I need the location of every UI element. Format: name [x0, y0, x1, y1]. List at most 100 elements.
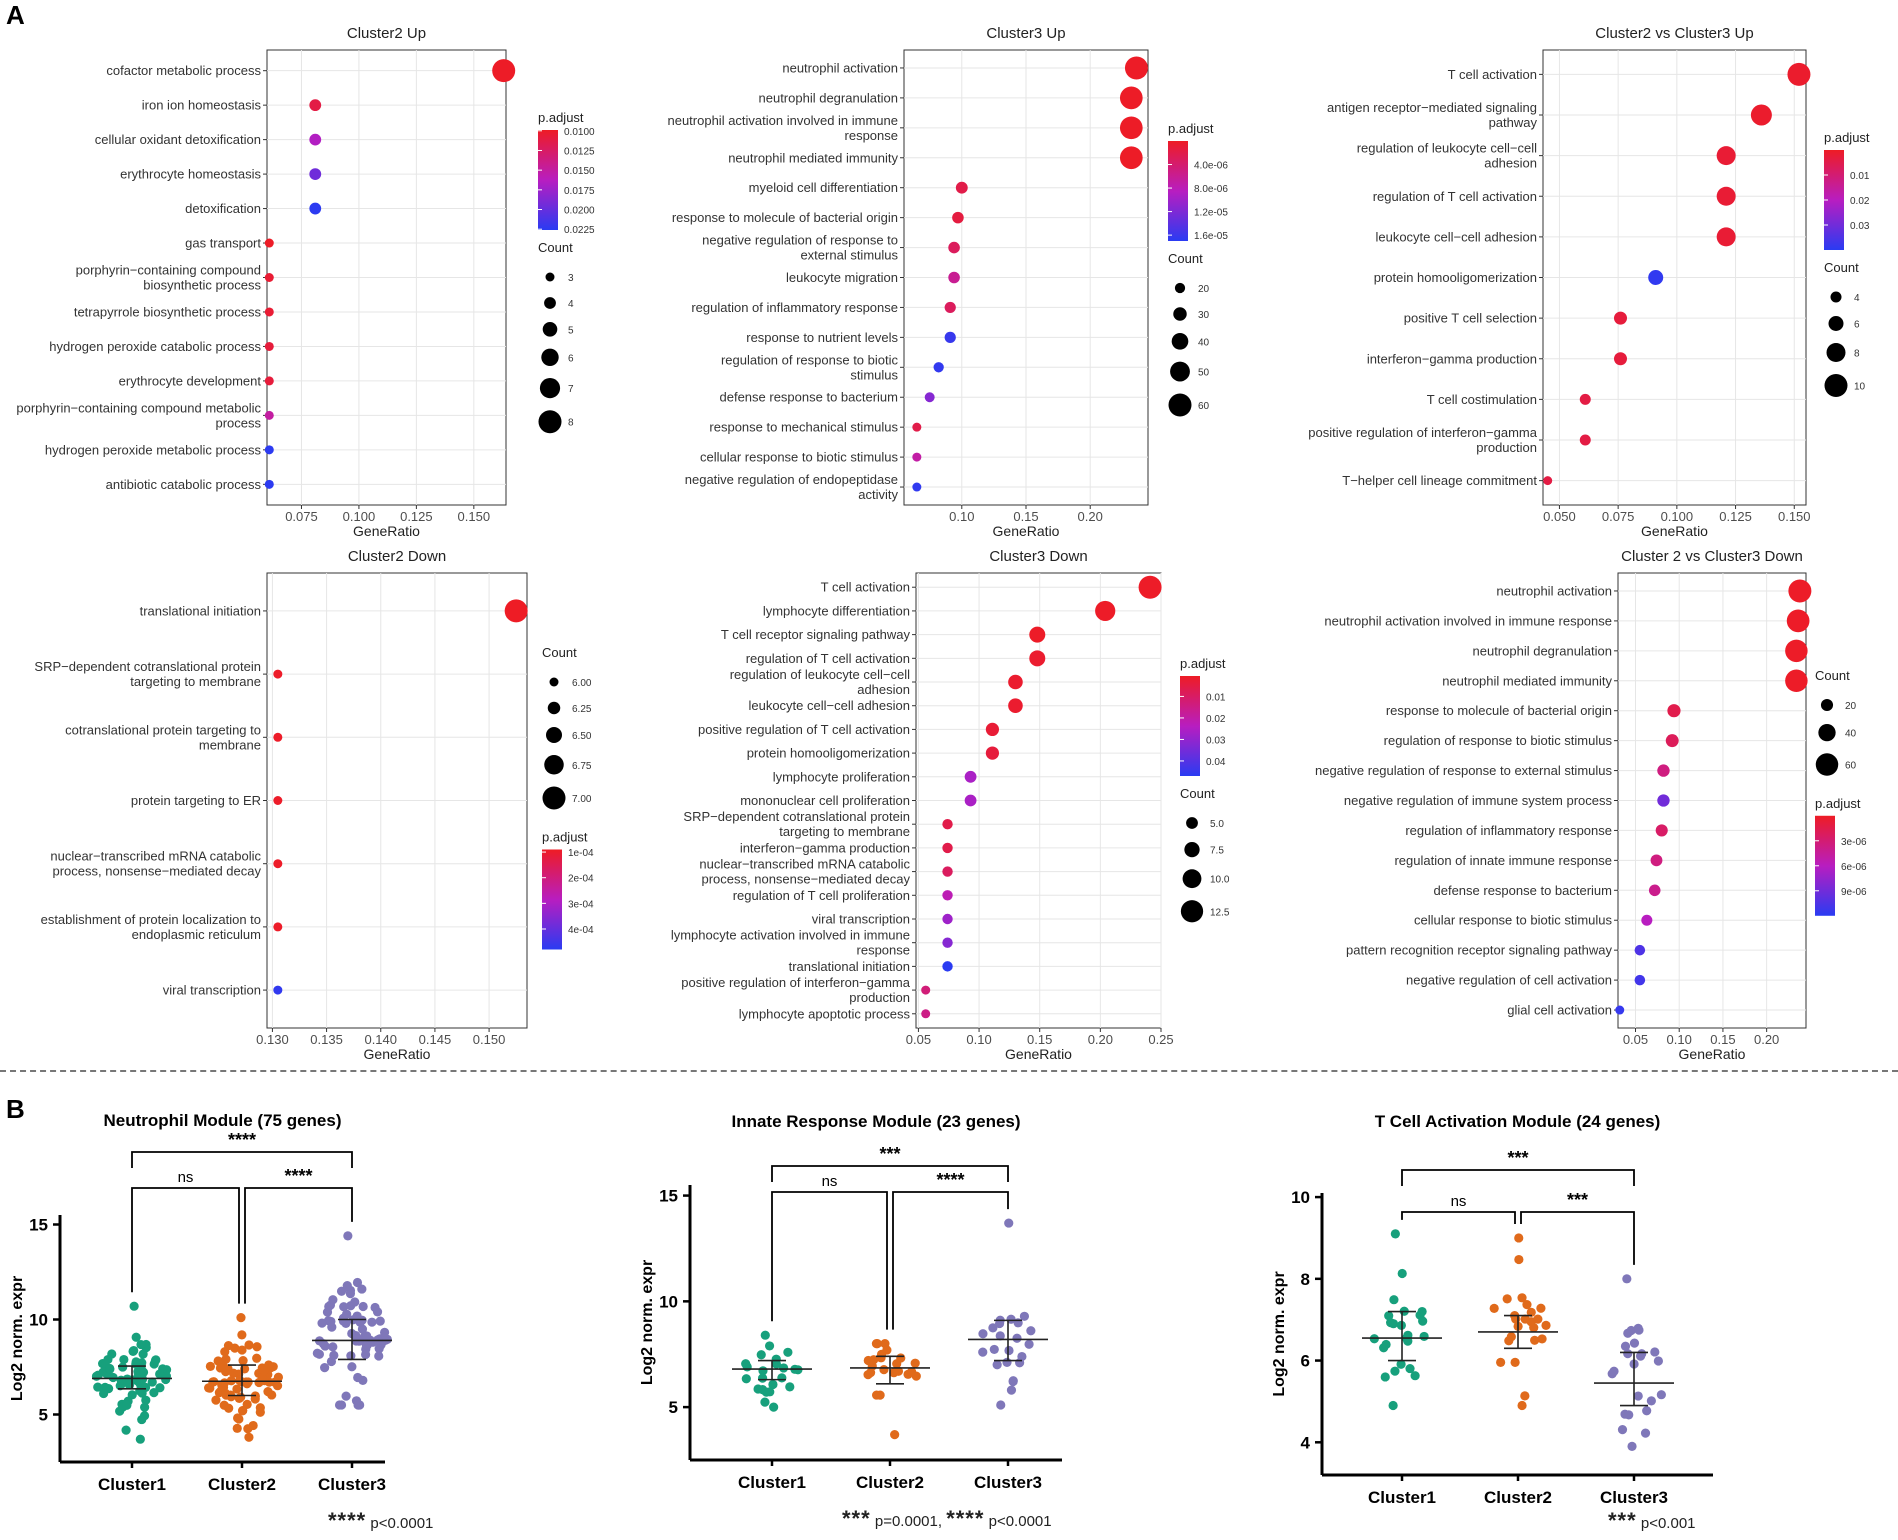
count-legend-label: 3: [568, 273, 574, 284]
dot-point: [1665, 734, 1679, 748]
data-point: [785, 1382, 795, 1392]
term-label: translational initiation: [140, 603, 261, 618]
term-label-line: targeting to membrane: [779, 824, 910, 839]
term-label-line: lymphocyte differentiation: [763, 603, 910, 618]
term-label-line: regulation of T cell proliferation: [733, 888, 910, 903]
term-label: response to nutrient levels: [746, 330, 898, 345]
term-label: regulation of response to biotic stimulu…: [1384, 733, 1613, 748]
dot-point: [1716, 146, 1736, 166]
data-point: [1533, 1314, 1543, 1324]
data-point: [105, 1363, 115, 1374]
data-point: [1386, 1318, 1396, 1328]
y-axis-title: Log2 norm. expr: [1271, 1271, 1288, 1396]
data-point: [1522, 1300, 1532, 1310]
data-point: [380, 1327, 390, 1337]
p-colorbar-label: 0.0225: [564, 225, 595, 236]
data-point: [215, 1363, 226, 1373]
term-label-line: response: [857, 943, 910, 958]
count-legend-title: Count: [1180, 786, 1215, 801]
data-point: [119, 1354, 129, 1365]
data-point: [342, 1309, 352, 1319]
data-point: [1541, 1320, 1551, 1330]
p-colorbar-label: 0.02: [1206, 714, 1226, 725]
count-legend-dot: [1184, 842, 1200, 858]
p-colorbar: [1815, 815, 1835, 916]
term-label-line: response: [845, 128, 898, 143]
data-point: [327, 1322, 337, 1332]
count-legend-dot: [1186, 817, 1198, 829]
term-label: leukocyte cell−cell adhesion: [1375, 229, 1537, 244]
data-point: [351, 1331, 361, 1341]
term-label-line: regulation of T cell activation: [1373, 189, 1537, 204]
data-point: [317, 1318, 327, 1328]
p-legend-title: p.adjust: [1815, 796, 1861, 811]
significance-bracket: [1401, 1211, 1516, 1224]
dot-point: [1650, 854, 1663, 867]
significance-bracket: [1520, 1211, 1635, 1265]
data-point: [1384, 1311, 1394, 1321]
term-label-line: antigen receptor−mediated signaling: [1327, 100, 1537, 115]
term-label: positive regulation of interferon−gamma p…: [681, 975, 910, 1005]
data-point: [1390, 1366, 1400, 1376]
term-label-line: iron ion homeostasis: [142, 98, 262, 113]
count-legend-dot: [1826, 343, 1846, 362]
p-legend-title: p.adjust: [538, 110, 584, 125]
data-point: [1004, 1345, 1014, 1356]
p-colorbar-label: 4e-04: [568, 925, 594, 936]
data-point: [343, 1231, 353, 1241]
term-label: regulation of inflammatory response: [691, 300, 898, 315]
dot-point: [273, 985, 283, 995]
dot-point: [1119, 86, 1143, 110]
term-label: establishment of protein localization to…: [41, 912, 261, 942]
dot-point: [1008, 698, 1023, 714]
data-point: [353, 1372, 363, 1383]
term-label: SRP−dependent cotranslational protein tar…: [683, 809, 910, 839]
count-legend-dot: [1824, 374, 1848, 397]
dot-point: [273, 922, 283, 932]
count-legend-dot: [1174, 282, 1186, 294]
data-point: [1514, 1233, 1524, 1243]
x-tick-label: 0.20: [1754, 1032, 1779, 1047]
term-label: cofactor metabolic process: [106, 63, 261, 78]
p-colorbar-label: 0.0150: [564, 166, 595, 177]
dot-point: [309, 202, 322, 215]
significance-label: ***: [1567, 1190, 1588, 1210]
data-point: [1026, 1326, 1036, 1336]
data-point: [362, 1331, 372, 1341]
dot-point: [964, 794, 977, 807]
term-label-line: neutrophil activation: [1496, 583, 1612, 598]
data-point: [324, 1301, 334, 1312]
term-label: nuclear−transcribed mRNA catabolic proces…: [50, 849, 261, 879]
term-label-line: nuclear−transcribed mRNA catabolic: [699, 857, 910, 872]
dot-point: [1138, 575, 1162, 599]
x-tick-label: 0.10: [966, 1032, 991, 1047]
y-tick-label: 15: [29, 1216, 48, 1235]
data-point: [1024, 1339, 1034, 1349]
term-label-line: leukocyte cell−cell adhesion: [748, 698, 910, 713]
data-point: [1526, 1307, 1536, 1317]
p-colorbar-label: 0.0100: [564, 127, 595, 138]
term-label-line: translational initiation: [140, 603, 261, 618]
term-label-line: endoplasmic reticulum: [132, 927, 261, 942]
x-tick-label: Cluster2: [856, 1473, 924, 1492]
significance-bracket: [771, 1165, 1009, 1182]
pvalue-note-3: *** p<0.001: [1608, 1508, 1696, 1533]
count-legend-dot: [542, 786, 566, 810]
dot-point: [985, 746, 1000, 760]
data-point: [138, 1349, 148, 1359]
count-legend-dot: [542, 322, 558, 337]
dot-point: [1634, 944, 1646, 956]
term-label-line: positive regulation of T cell activation: [698, 722, 910, 737]
dot-point: [309, 99, 322, 112]
y-tick-label: 15: [659, 1187, 678, 1206]
data-point: [992, 1360, 1002, 1370]
data-point: [346, 1351, 356, 1361]
term-label: response to molecule of bacterial origin: [1386, 703, 1612, 718]
data-point: [989, 1344, 999, 1355]
term-label-line: neutrophil mediated immunity: [1442, 673, 1612, 688]
dot-point: [1648, 884, 1661, 897]
dot-point: [264, 376, 274, 386]
dot-point: [912, 482, 922, 492]
term-label-line: regulation of response to biotic stimulu…: [1384, 733, 1613, 748]
